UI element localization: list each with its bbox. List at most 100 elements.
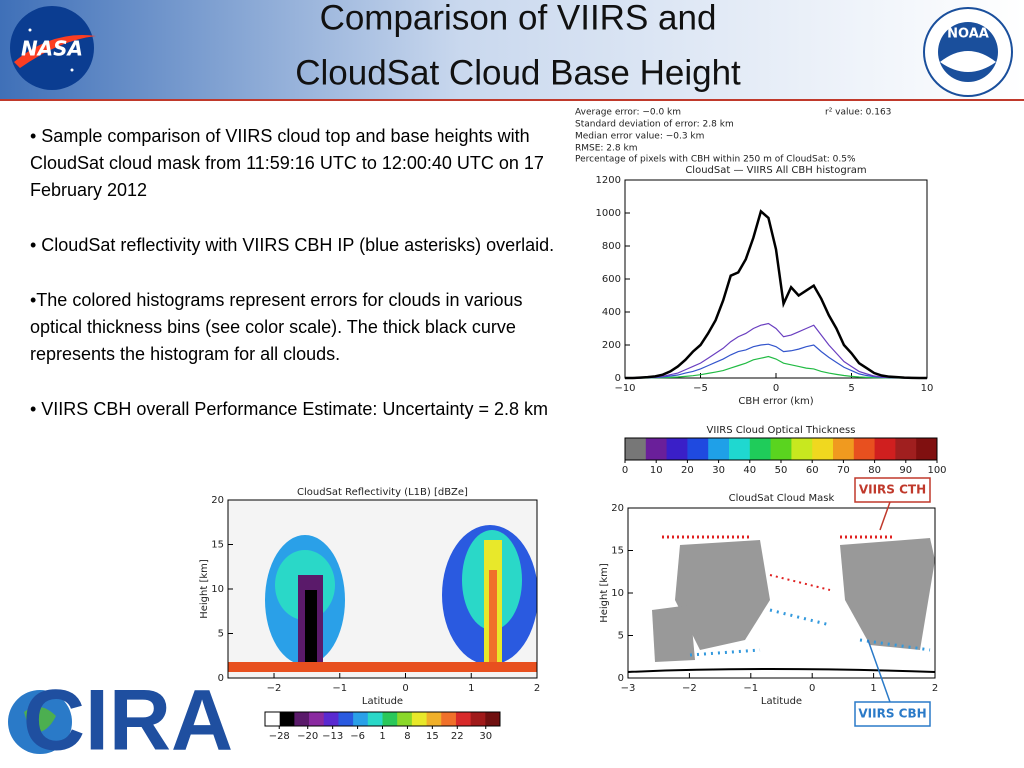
y-tick-label: 0 [218, 673, 224, 684]
x-tick-label: −2 [267, 683, 282, 694]
colorbar-cell [687, 438, 709, 460]
annotation: VIIRS CTH [859, 483, 926, 497]
colorbar-cell [666, 438, 688, 460]
colorbar-cell [309, 712, 325, 726]
colorbar-cell [279, 712, 295, 726]
x-tick-label: 0 [402, 683, 408, 694]
colorbar-tick-label: 100 [927, 465, 946, 476]
colorbar-cell [455, 712, 472, 726]
colorbar-tick-label: 90 [899, 465, 912, 476]
colorbar-cell [770, 438, 792, 460]
reflectivity-image [228, 500, 537, 678]
x-tick-label: 1 [468, 683, 474, 694]
colorbar-cell [367, 712, 383, 726]
colorbar-tick-label: 10 [650, 465, 663, 476]
colorbar-cell [853, 438, 876, 460]
annotation: VIIRS CBH [858, 707, 926, 721]
colorbar-tick-label: 80 [868, 465, 881, 476]
colorbar-cell [265, 712, 281, 726]
colorbar-cell [812, 438, 834, 460]
y-tick-label: 20 [611, 503, 624, 514]
colorbar-tick-label: 30 [712, 465, 725, 476]
colorbar-cell [749, 438, 772, 460]
annotation-box [854, 701, 931, 727]
x-tick-label: −1 [743, 683, 758, 694]
y-tick-label: 20 [211, 495, 224, 506]
colorbar-cell [833, 438, 855, 460]
x-tick-label: 10 [921, 383, 934, 394]
noaa-logo: NOAA [923, 7, 1013, 97]
colorbar-cell [470, 712, 486, 726]
colorbar-tick-label: 1 [379, 731, 385, 742]
cira-logo: CIRA [8, 673, 233, 768]
stat-annotation: r² value: 0.163 [825, 108, 891, 118]
annotation-arrow [879, 501, 891, 531]
colorbar-cell [485, 712, 501, 726]
header-band [0, 0, 1024, 100]
y-tick-label: 1000 [596, 208, 621, 219]
x-tick-label: −2 [682, 683, 697, 694]
y-tick-label: 400 [602, 307, 621, 318]
y-tick-label: 0 [615, 373, 621, 384]
colorbar-title: VIIRS Cloud Optical Thickness [707, 425, 856, 436]
y-tick-label: 5 [618, 631, 624, 642]
annotation-arrow [867, 639, 891, 703]
colorbar-tick-label: 0 [622, 465, 628, 476]
bullet-list: • Sample comparison of VIIRS cloud top a… [30, 126, 554, 419]
colorbar-cell [338, 712, 354, 726]
colorbar-cell [895, 438, 917, 460]
noaa-text: NOAA [947, 27, 989, 42]
colorbar-cell [294, 712, 310, 726]
x-tick-label: 0 [773, 383, 779, 394]
x-tick-label: 2 [932, 683, 938, 694]
title-line: Comparison of VIIRS and [320, 0, 717, 37]
colorbar-tick-label: 15 [426, 731, 439, 742]
colorbar-cell [353, 712, 369, 726]
x-axis-label: Latitude [362, 696, 403, 707]
colorbar-tick-label: 70 [837, 465, 850, 476]
annotation-box [854, 477, 931, 503]
header-rule [0, 99, 1024, 101]
histogram-line [625, 355, 927, 379]
chart-title: CloudSat Cloud Mask [729, 493, 835, 504]
chart-title: CloudSat Reflectivity (L1B) [dBZe] [297, 487, 468, 498]
histogram-line [625, 209, 927, 380]
y-tick-label: 200 [602, 340, 621, 351]
histogram-line [625, 343, 927, 379]
nasa-logo: NASA [10, 6, 96, 90]
y-tick-label: 15 [211, 540, 224, 551]
x-tick-label: 5 [848, 383, 854, 394]
y-tick-label: 10 [611, 588, 624, 599]
colorbar-tick-label: 60 [806, 465, 819, 476]
x-tick-label: 2 [534, 683, 540, 694]
colorbar-tick-label: 30 [479, 731, 492, 742]
stat-annotation: Median error value: −0.3 km [575, 132, 704, 142]
colorbar-cell [323, 712, 339, 726]
x-tick-label: −10 [614, 383, 635, 394]
colorbar-tick-label: 20 [681, 465, 694, 476]
x-tick-label: −3 [621, 683, 636, 694]
bullet: • CloudSat reflectivity with VIIRS CBH I… [30, 235, 554, 255]
colorbar-cell [397, 712, 413, 726]
colorbar-tick-label: 22 [451, 731, 464, 742]
stat-annotation: RMSE: 2.8 km [575, 144, 637, 154]
stat-annotation: Standard deviation of error: 2.8 km [575, 120, 734, 130]
bullet: • Sample comparison of VIIRS cloud top a… [30, 126, 544, 200]
stat-annotation: Average error: −0.0 km [575, 108, 681, 118]
colorbar-cell [411, 712, 428, 726]
y-tick-label: 600 [602, 274, 621, 285]
y-tick-label: 1200 [596, 175, 621, 186]
histogram-line [625, 322, 927, 379]
x-tick-label: −5 [693, 383, 708, 394]
colorbar-cell [625, 438, 647, 460]
y-tick-label: 15 [611, 546, 624, 557]
colorbar-cell [441, 712, 457, 726]
chart-title: CloudSat — VIIRS All CBH histogram [685, 165, 866, 176]
x-tick-label: −1 [332, 683, 347, 694]
cira-text: CIRA [23, 673, 233, 768]
colorbar-cell [791, 438, 813, 460]
nasa-text: NASA [21, 37, 83, 61]
colorbar-tick-label: 40 [743, 465, 756, 476]
